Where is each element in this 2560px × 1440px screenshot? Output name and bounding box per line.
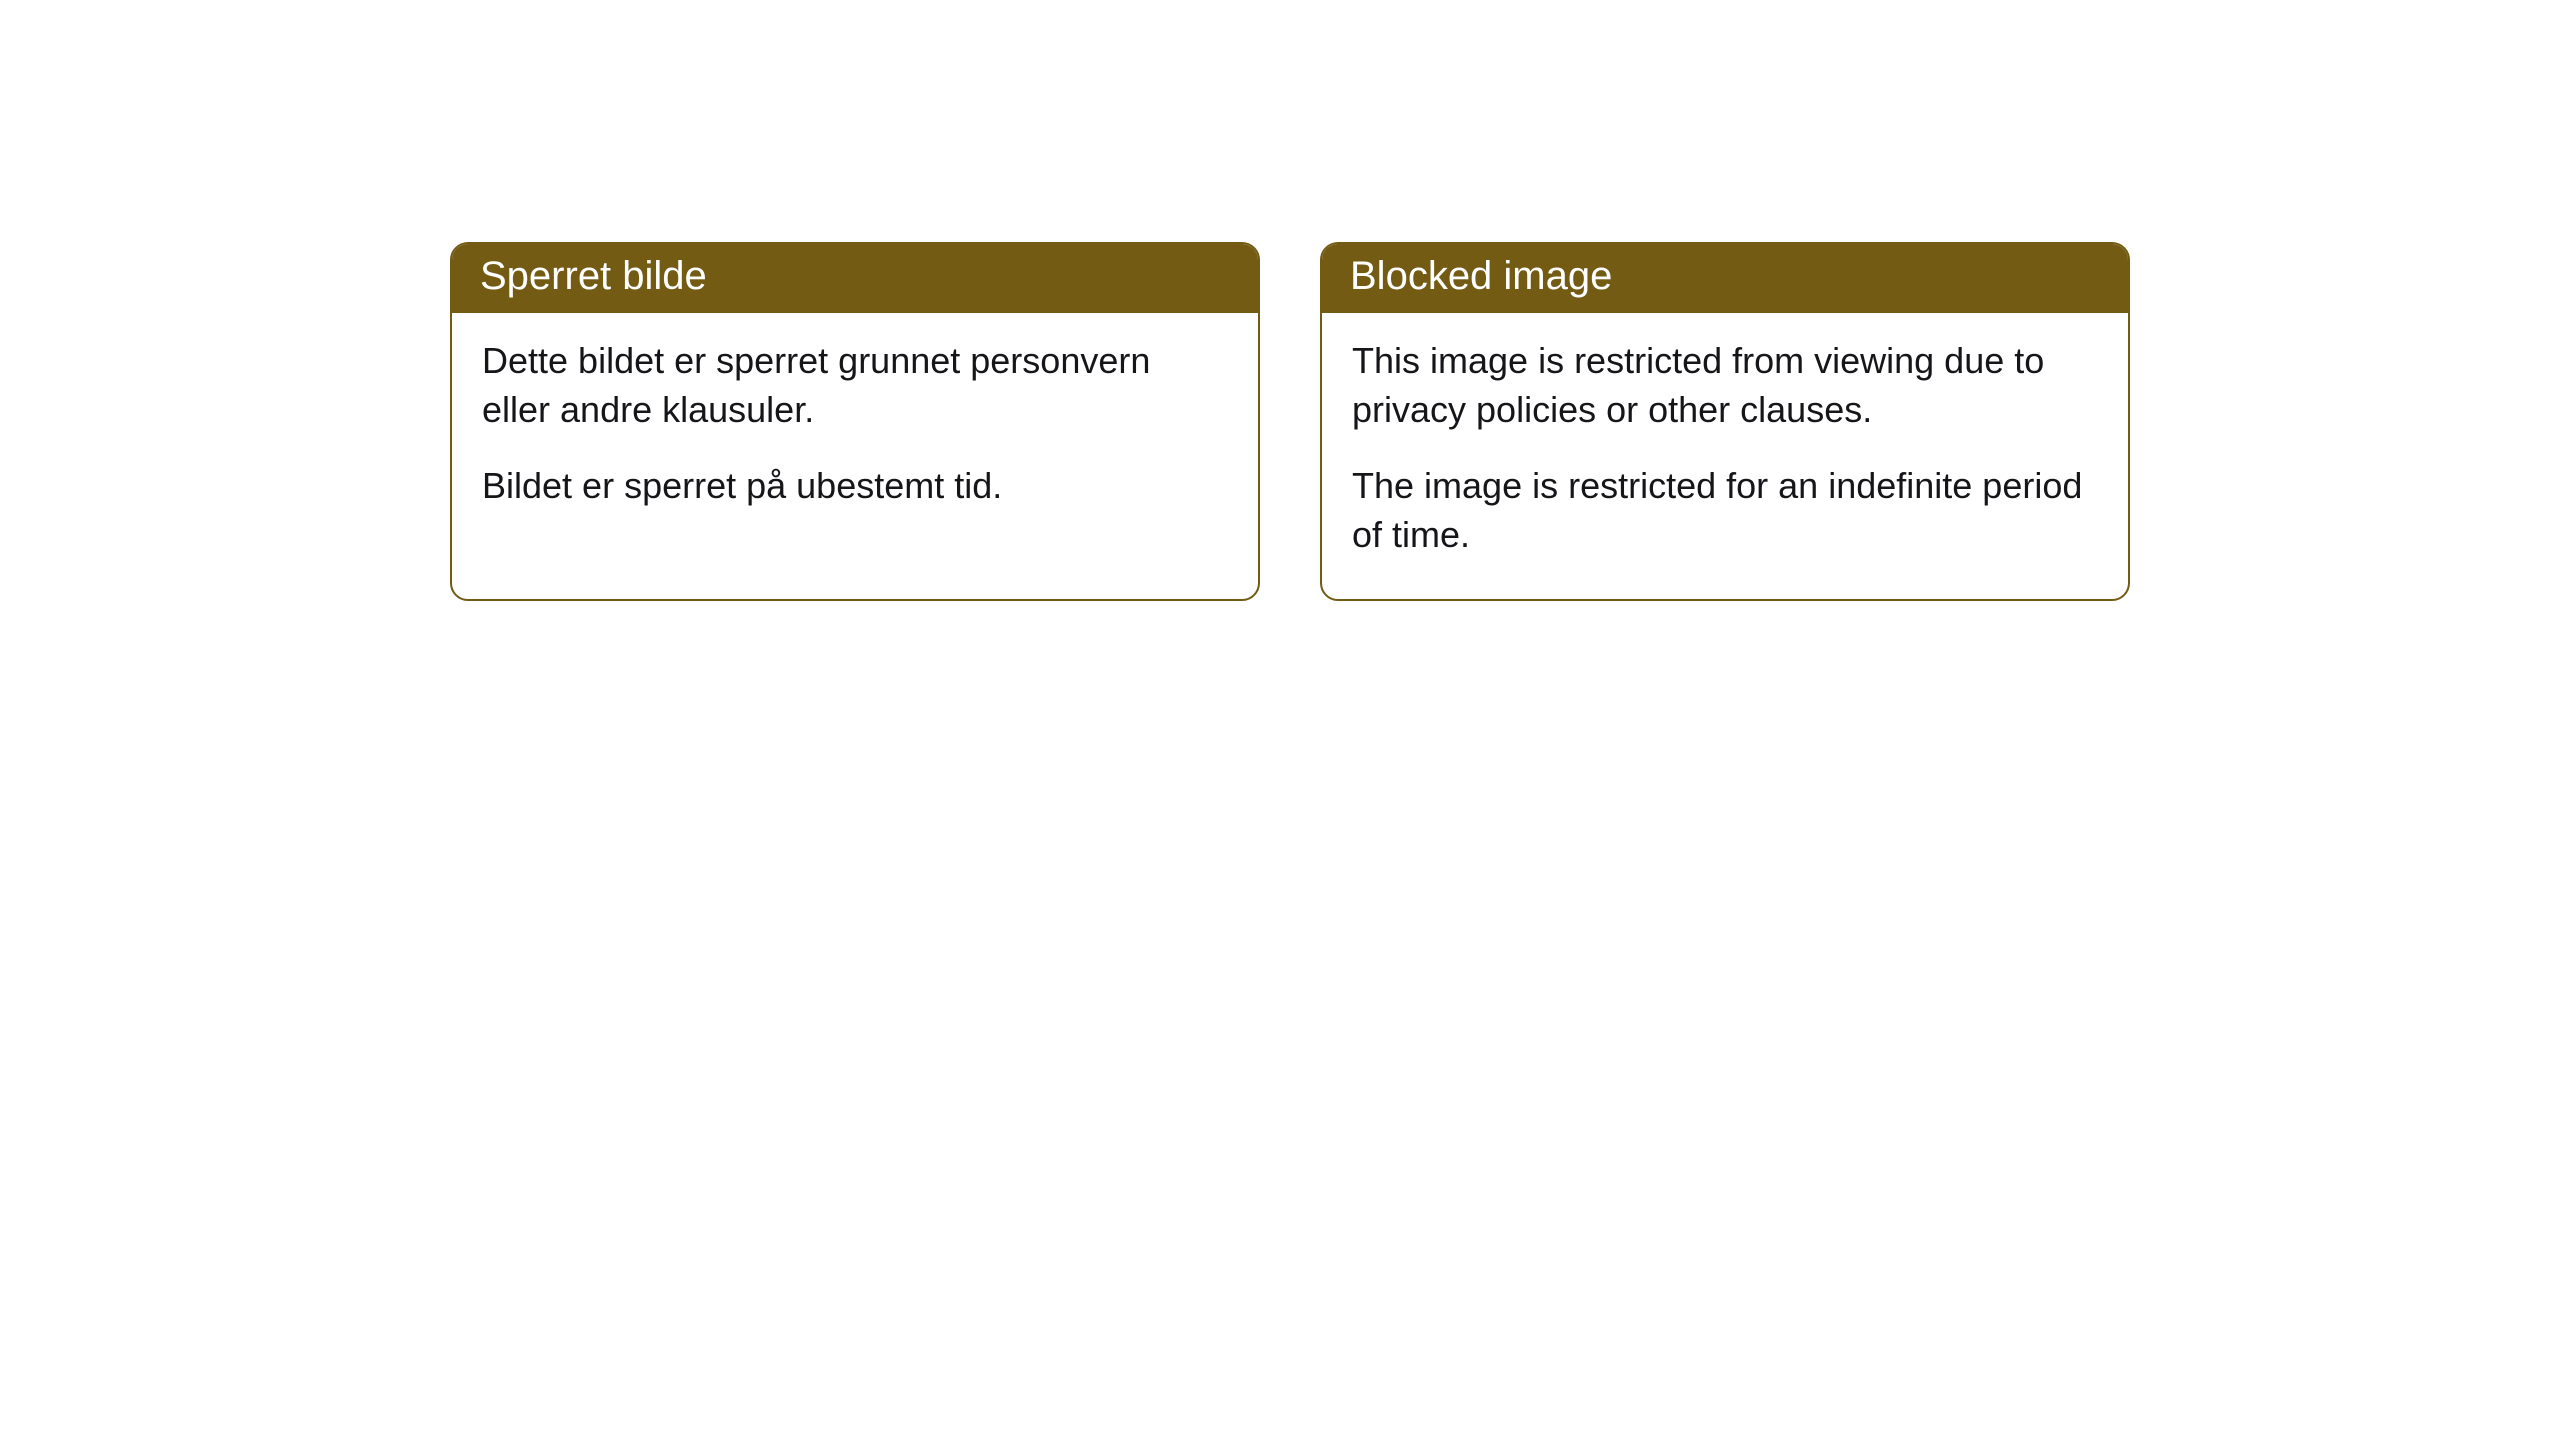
card-body-english: This image is restricted from viewing du… [1322, 313, 2128, 599]
card-paragraph-2-english: The image is restricted for an indefinit… [1352, 462, 2098, 559]
card-header-english: Blocked image [1322, 244, 2128, 313]
card-paragraph-1-norwegian: Dette bildet er sperret grunnet personve… [482, 337, 1228, 434]
notice-cards-container: Sperret bilde Dette bildet er sperret gr… [0, 0, 2560, 601]
card-paragraph-1-english: This image is restricted from viewing du… [1352, 337, 2098, 434]
card-header-norwegian: Sperret bilde [452, 244, 1258, 313]
card-body-norwegian: Dette bildet er sperret grunnet personve… [452, 313, 1258, 551]
blocked-image-card-norwegian: Sperret bilde Dette bildet er sperret gr… [450, 242, 1260, 601]
card-paragraph-2-norwegian: Bildet er sperret på ubestemt tid. [482, 462, 1228, 511]
blocked-image-card-english: Blocked image This image is restricted f… [1320, 242, 2130, 601]
